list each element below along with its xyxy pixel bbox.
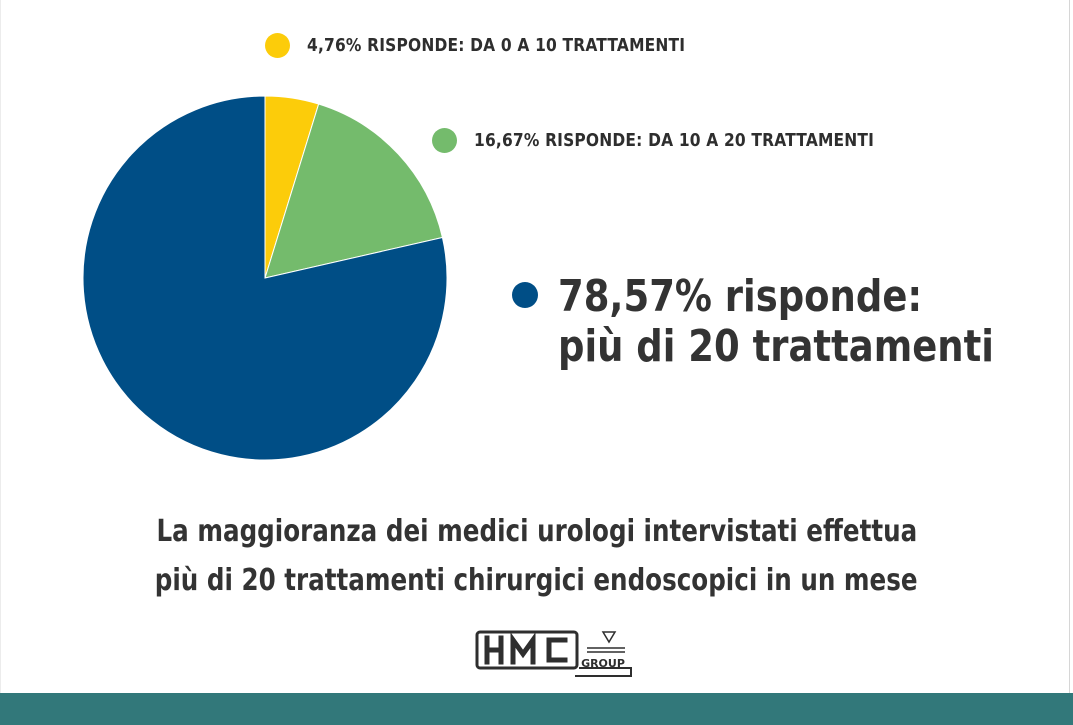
legend-label-over-20-line1: 78,57% risponde: — [558, 271, 923, 322]
caption-line-1: La maggioranza dei medici urologi interv… — [0, 508, 1073, 556]
legend-label-over-20-line2: più di 20 trattamenti — [558, 321, 994, 372]
legend-dot-yellow — [265, 33, 290, 58]
legend-dot-blue — [512, 282, 538, 308]
pie-chart — [82, 95, 448, 461]
caption-line-1-text: La maggioranza dei medici urologi interv… — [156, 514, 917, 549]
legend-label-0-10: 4,76% RISPONDE: DA 0 A 10 TRATTAMENTI — [307, 35, 686, 56]
hmc-group-logo: GROUP — [475, 630, 632, 677]
logo-group-text: GROUP — [581, 657, 625, 670]
pie-slice-10-20 — [264, 103, 444, 279]
caption-line-2-text: più di 20 trattamenti chirurgici endosco… — [155, 563, 918, 598]
legend-item-over-20: 78,57% risponde: più di 20 trattamenti — [512, 272, 1073, 372]
legend-dot-green — [432, 128, 457, 153]
caption-line-2: più di 20 trattamenti chirurgici endosco… — [0, 557, 1073, 605]
legend-item-0-10: 4,76% RISPONDE: DA 0 A 10 TRATTAMENTI — [265, 33, 747, 58]
legend-label-10-20: 16,67% RISPONDE: DA 10 A 20 TRATTAMENTI — [474, 130, 875, 151]
legend-label-over-20: 78,57% risponde: più di 20 trattamenti — [558, 272, 994, 372]
legend-item-10-20: 16,67% RISPONDE: DA 10 A 20 TRATTAMENTI — [432, 128, 939, 153]
pie-slice-over-20 — [82, 95, 448, 461]
footer-bar — [0, 693, 1073, 725]
